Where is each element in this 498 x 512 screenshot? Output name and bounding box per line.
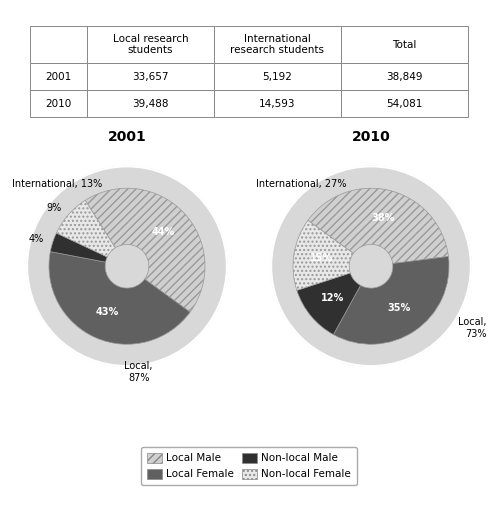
Wedge shape	[56, 200, 115, 257]
Text: 44%: 44%	[152, 227, 175, 237]
Legend: Local Male, Local Female, Non-local Male, Non-local Female: Local Male, Local Female, Non-local Male…	[141, 446, 357, 485]
Text: 38%: 38%	[372, 213, 395, 223]
Text: International, 27%: International, 27%	[255, 179, 346, 189]
Text: Local,
87%: Local, 87%	[124, 361, 153, 383]
Wedge shape	[297, 273, 361, 335]
Text: 4%: 4%	[28, 234, 44, 244]
Wedge shape	[49, 251, 190, 344]
Wedge shape	[50, 233, 107, 262]
Wedge shape	[85, 188, 205, 312]
Wedge shape	[334, 257, 449, 344]
Text: 43%: 43%	[96, 307, 119, 317]
Text: Local,
73%: Local, 73%	[458, 317, 487, 338]
Title: 2010: 2010	[352, 130, 390, 144]
Text: 12%: 12%	[321, 293, 344, 303]
Circle shape	[271, 166, 471, 366]
Text: 35%: 35%	[387, 303, 411, 312]
Text: 15%: 15%	[310, 253, 333, 264]
Circle shape	[27, 166, 227, 366]
Title: 2001: 2001	[108, 130, 146, 144]
Wedge shape	[293, 220, 354, 290]
Text: International, 13%: International, 13%	[11, 179, 102, 189]
Wedge shape	[308, 188, 448, 264]
Text: 9%: 9%	[46, 203, 61, 214]
